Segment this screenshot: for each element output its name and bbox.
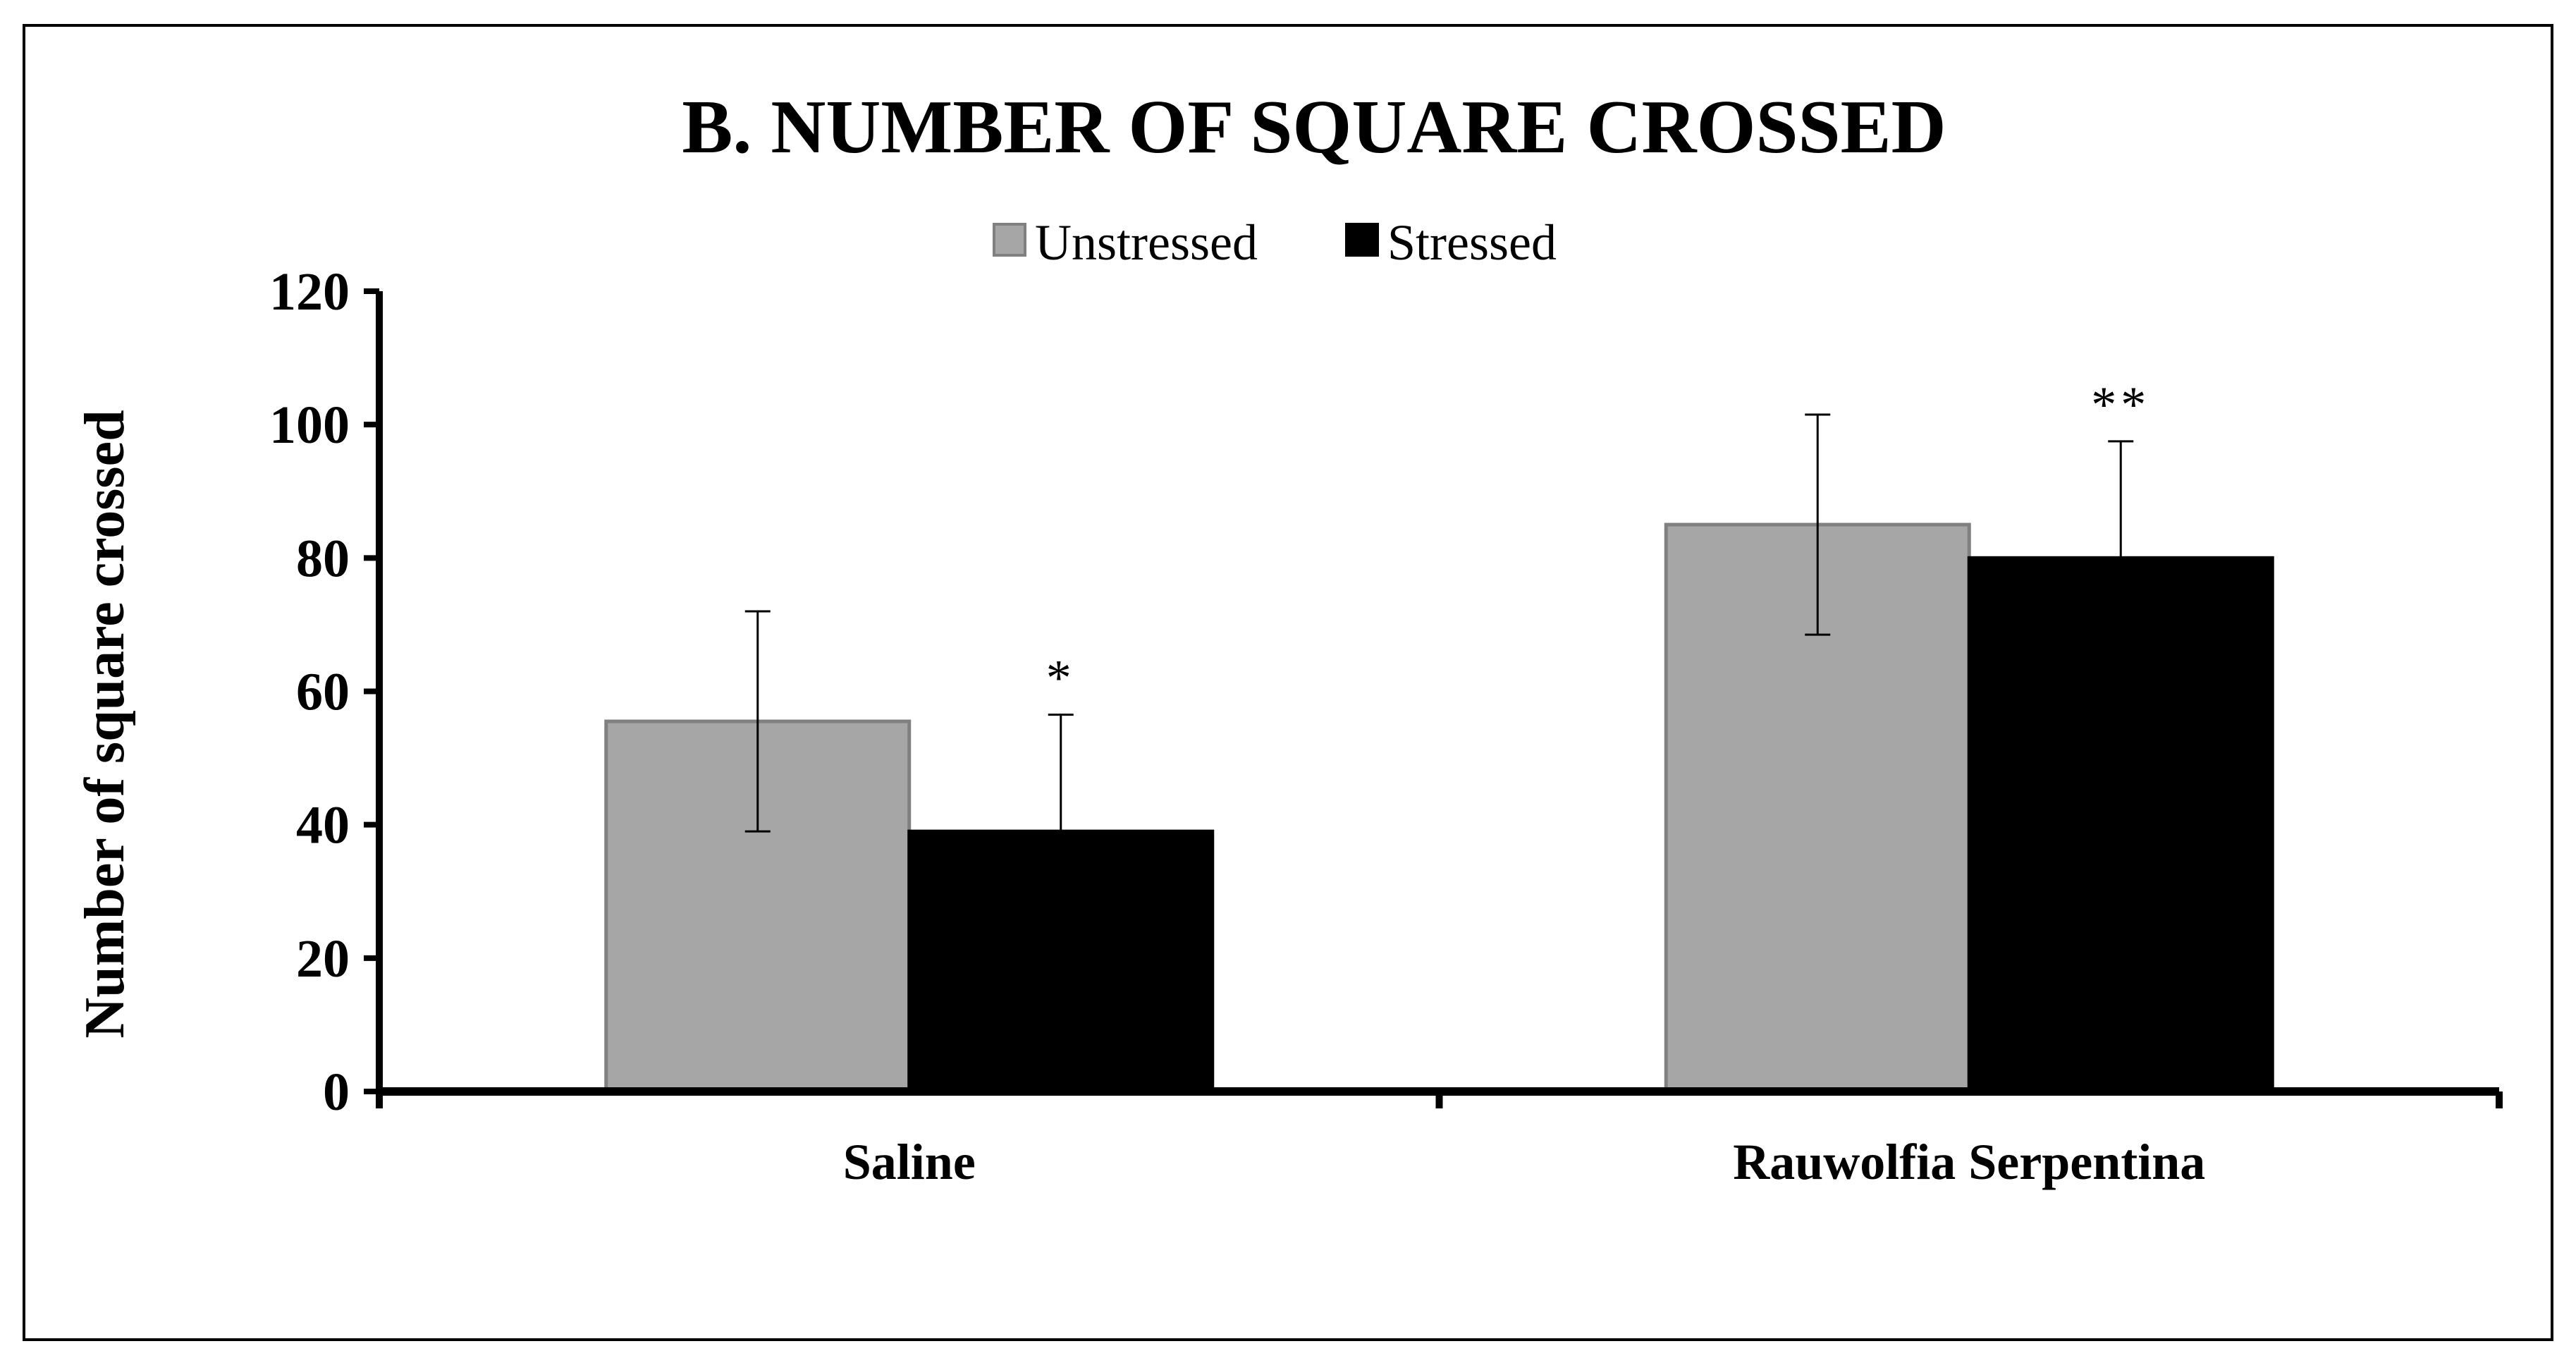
error-bars-group: [744, 413, 2134, 948]
legend-label-stressed: Stressed: [1387, 214, 1557, 271]
y-ticks-group: 0 20 40 60 80 100 120: [269, 262, 379, 1122]
y-tick-label-4: 80: [296, 529, 350, 588]
y-tick-label-6: 120: [269, 262, 350, 322]
legend-swatch-unstressed: [993, 223, 1026, 257]
y-tick-label-1: 20: [296, 929, 350, 989]
legend-swatch-stressed: [1345, 223, 1379, 257]
x-tick-labels-group: Saline Rauwolfia Serpentina: [843, 1134, 2206, 1190]
y-axis-label: Number of square crossed: [74, 410, 136, 1038]
significance-marker-stressed-0: *: [1046, 650, 1076, 707]
x-tick-label-0: Saline: [843, 1134, 976, 1190]
y-tick-label-0: 0: [323, 1063, 350, 1122]
y-tick-label-5: 100: [269, 396, 350, 455]
significance-marker-stressed-1: **: [2091, 377, 2150, 433]
chart-title: B. NUMBER OF SQUARE CROSSED: [682, 85, 1946, 169]
y-tick-label-2: 40: [296, 796, 350, 855]
legend: Unstressed Stressed: [993, 214, 1557, 271]
y-tick-label-3: 60: [296, 663, 350, 722]
significance-annotations: ***: [1046, 377, 2150, 707]
x-tick-label-1: Rauwolfia Serpentina: [1733, 1134, 2205, 1190]
legend-label-unstressed: Unstressed: [1035, 214, 1258, 271]
